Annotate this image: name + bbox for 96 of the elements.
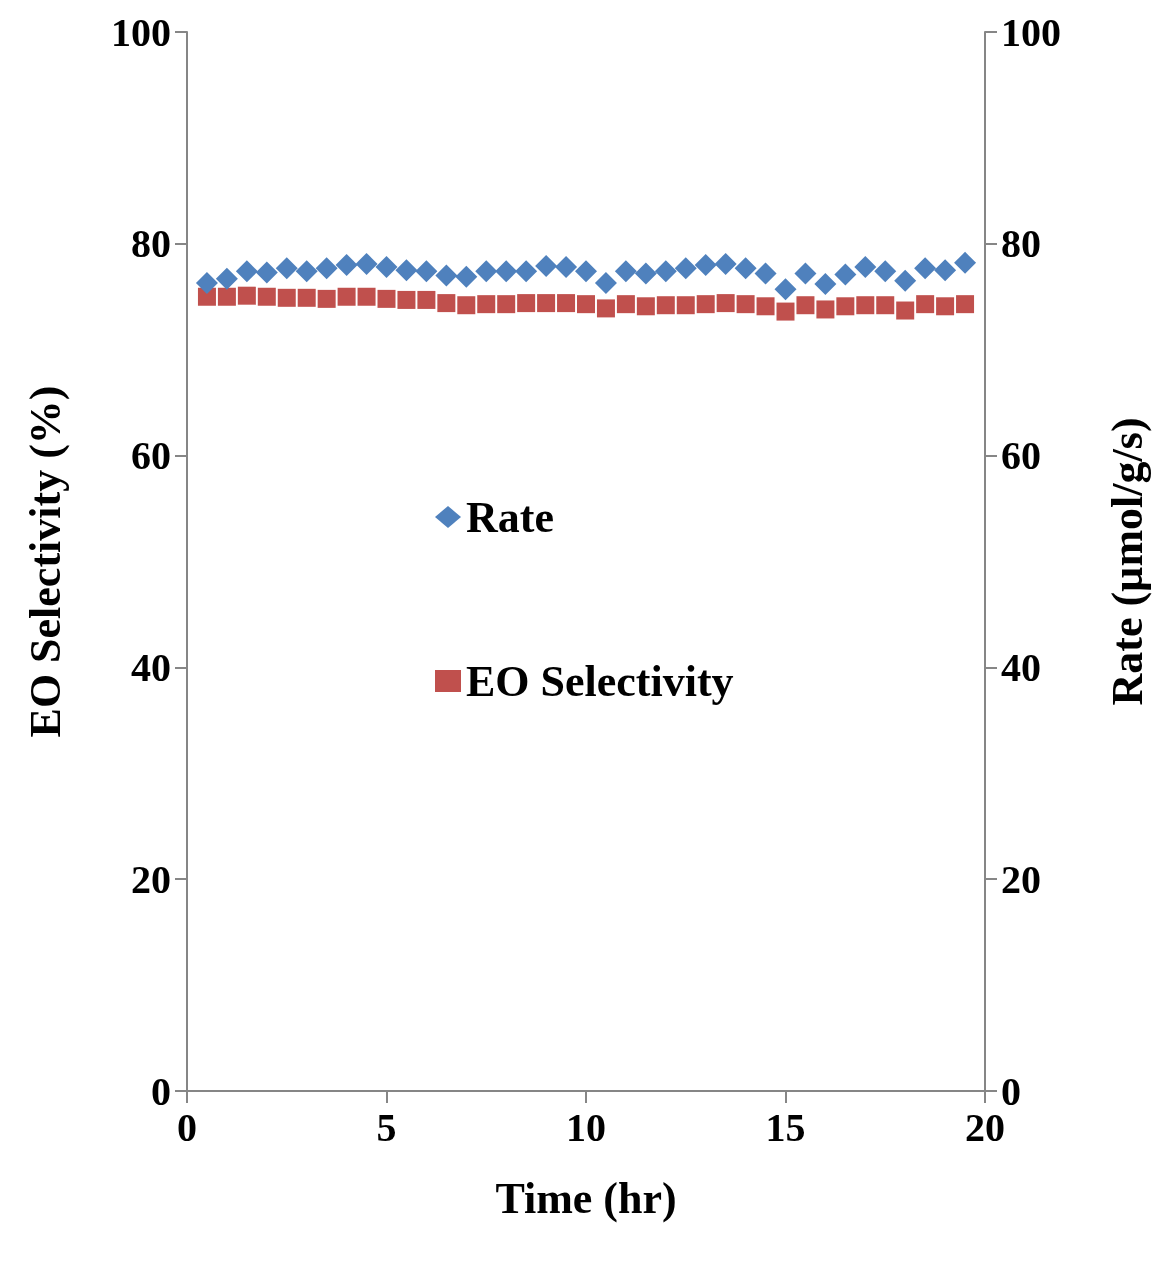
point [714,252,737,275]
point [856,296,875,315]
point [716,294,735,313]
point [337,287,356,306]
point [774,278,797,301]
point [257,287,276,306]
point [916,295,935,314]
point [297,288,316,307]
point [836,297,855,316]
y2-axis-title: Rate (µmol/g/s) [1102,417,1152,706]
point [277,288,296,307]
x-tick-label: 10 [566,1104,606,1150]
x-tick-label: 15 [765,1104,806,1150]
point [495,260,518,283]
point [195,271,218,294]
point [894,269,917,292]
point [656,296,675,315]
point [475,260,498,283]
point [636,297,655,316]
point [876,296,895,315]
point [237,286,256,305]
point [235,260,258,283]
point [936,297,955,316]
point [457,296,476,315]
y-tick-label: 40 [131,644,171,690]
point [575,260,597,283]
point [275,257,298,280]
point [437,294,456,313]
point [634,262,657,285]
point [535,255,558,278]
point [794,262,817,285]
point [557,294,576,313]
point [654,260,677,283]
legend-label: EO Selectivity [466,656,734,706]
point [616,295,635,314]
point [614,260,637,283]
y-tick-label: 0 [151,1068,171,1114]
point [377,289,396,308]
point [357,287,376,306]
point [455,265,478,288]
point [315,257,338,280]
y-axis-title: EO Selectivity (%) [20,385,70,738]
point [934,259,957,282]
point [674,257,697,280]
point [355,252,378,275]
point [874,260,897,283]
point [896,301,915,320]
point [854,256,877,279]
point [215,267,238,290]
y2-tick-label: 20 [1001,856,1041,902]
point [317,289,336,308]
point [555,256,578,279]
point [517,294,536,313]
point [497,295,516,314]
point [375,256,398,279]
point [816,300,835,319]
point [756,297,775,316]
point [335,253,358,276]
point [577,295,595,314]
point [754,262,777,285]
point [796,296,815,315]
point [255,261,278,284]
point [395,259,418,282]
point [417,290,436,309]
y-tick-label: 100 [111,9,171,55]
point [696,295,715,314]
x-tick-label: 5 [376,1104,397,1150]
y2-tick-label: 80 [1001,221,1041,267]
point [415,260,438,283]
point [734,257,757,280]
point [694,253,717,276]
y2-tick-label: 40 [1001,644,1041,690]
point [676,296,695,315]
point [537,294,556,313]
x-axis-title: Time (hr) [495,1173,677,1223]
point [295,260,318,283]
y-tick-label: 80 [131,221,171,267]
point [594,271,617,294]
y2-tick-label: 60 [1001,433,1041,479]
point [834,263,857,286]
point [435,264,458,287]
point [954,251,977,274]
point [914,257,937,280]
point [515,260,538,283]
y-tick-label: 20 [131,856,171,902]
point [776,302,795,321]
point [596,299,615,318]
point [217,287,236,306]
y-tick-label: 60 [131,433,171,479]
point [397,290,416,309]
point [736,295,755,314]
y2-tick-label: 100 [1001,9,1061,55]
point [477,295,496,314]
point [956,295,975,314]
legend-label: Rate [466,492,554,542]
point [814,273,837,296]
